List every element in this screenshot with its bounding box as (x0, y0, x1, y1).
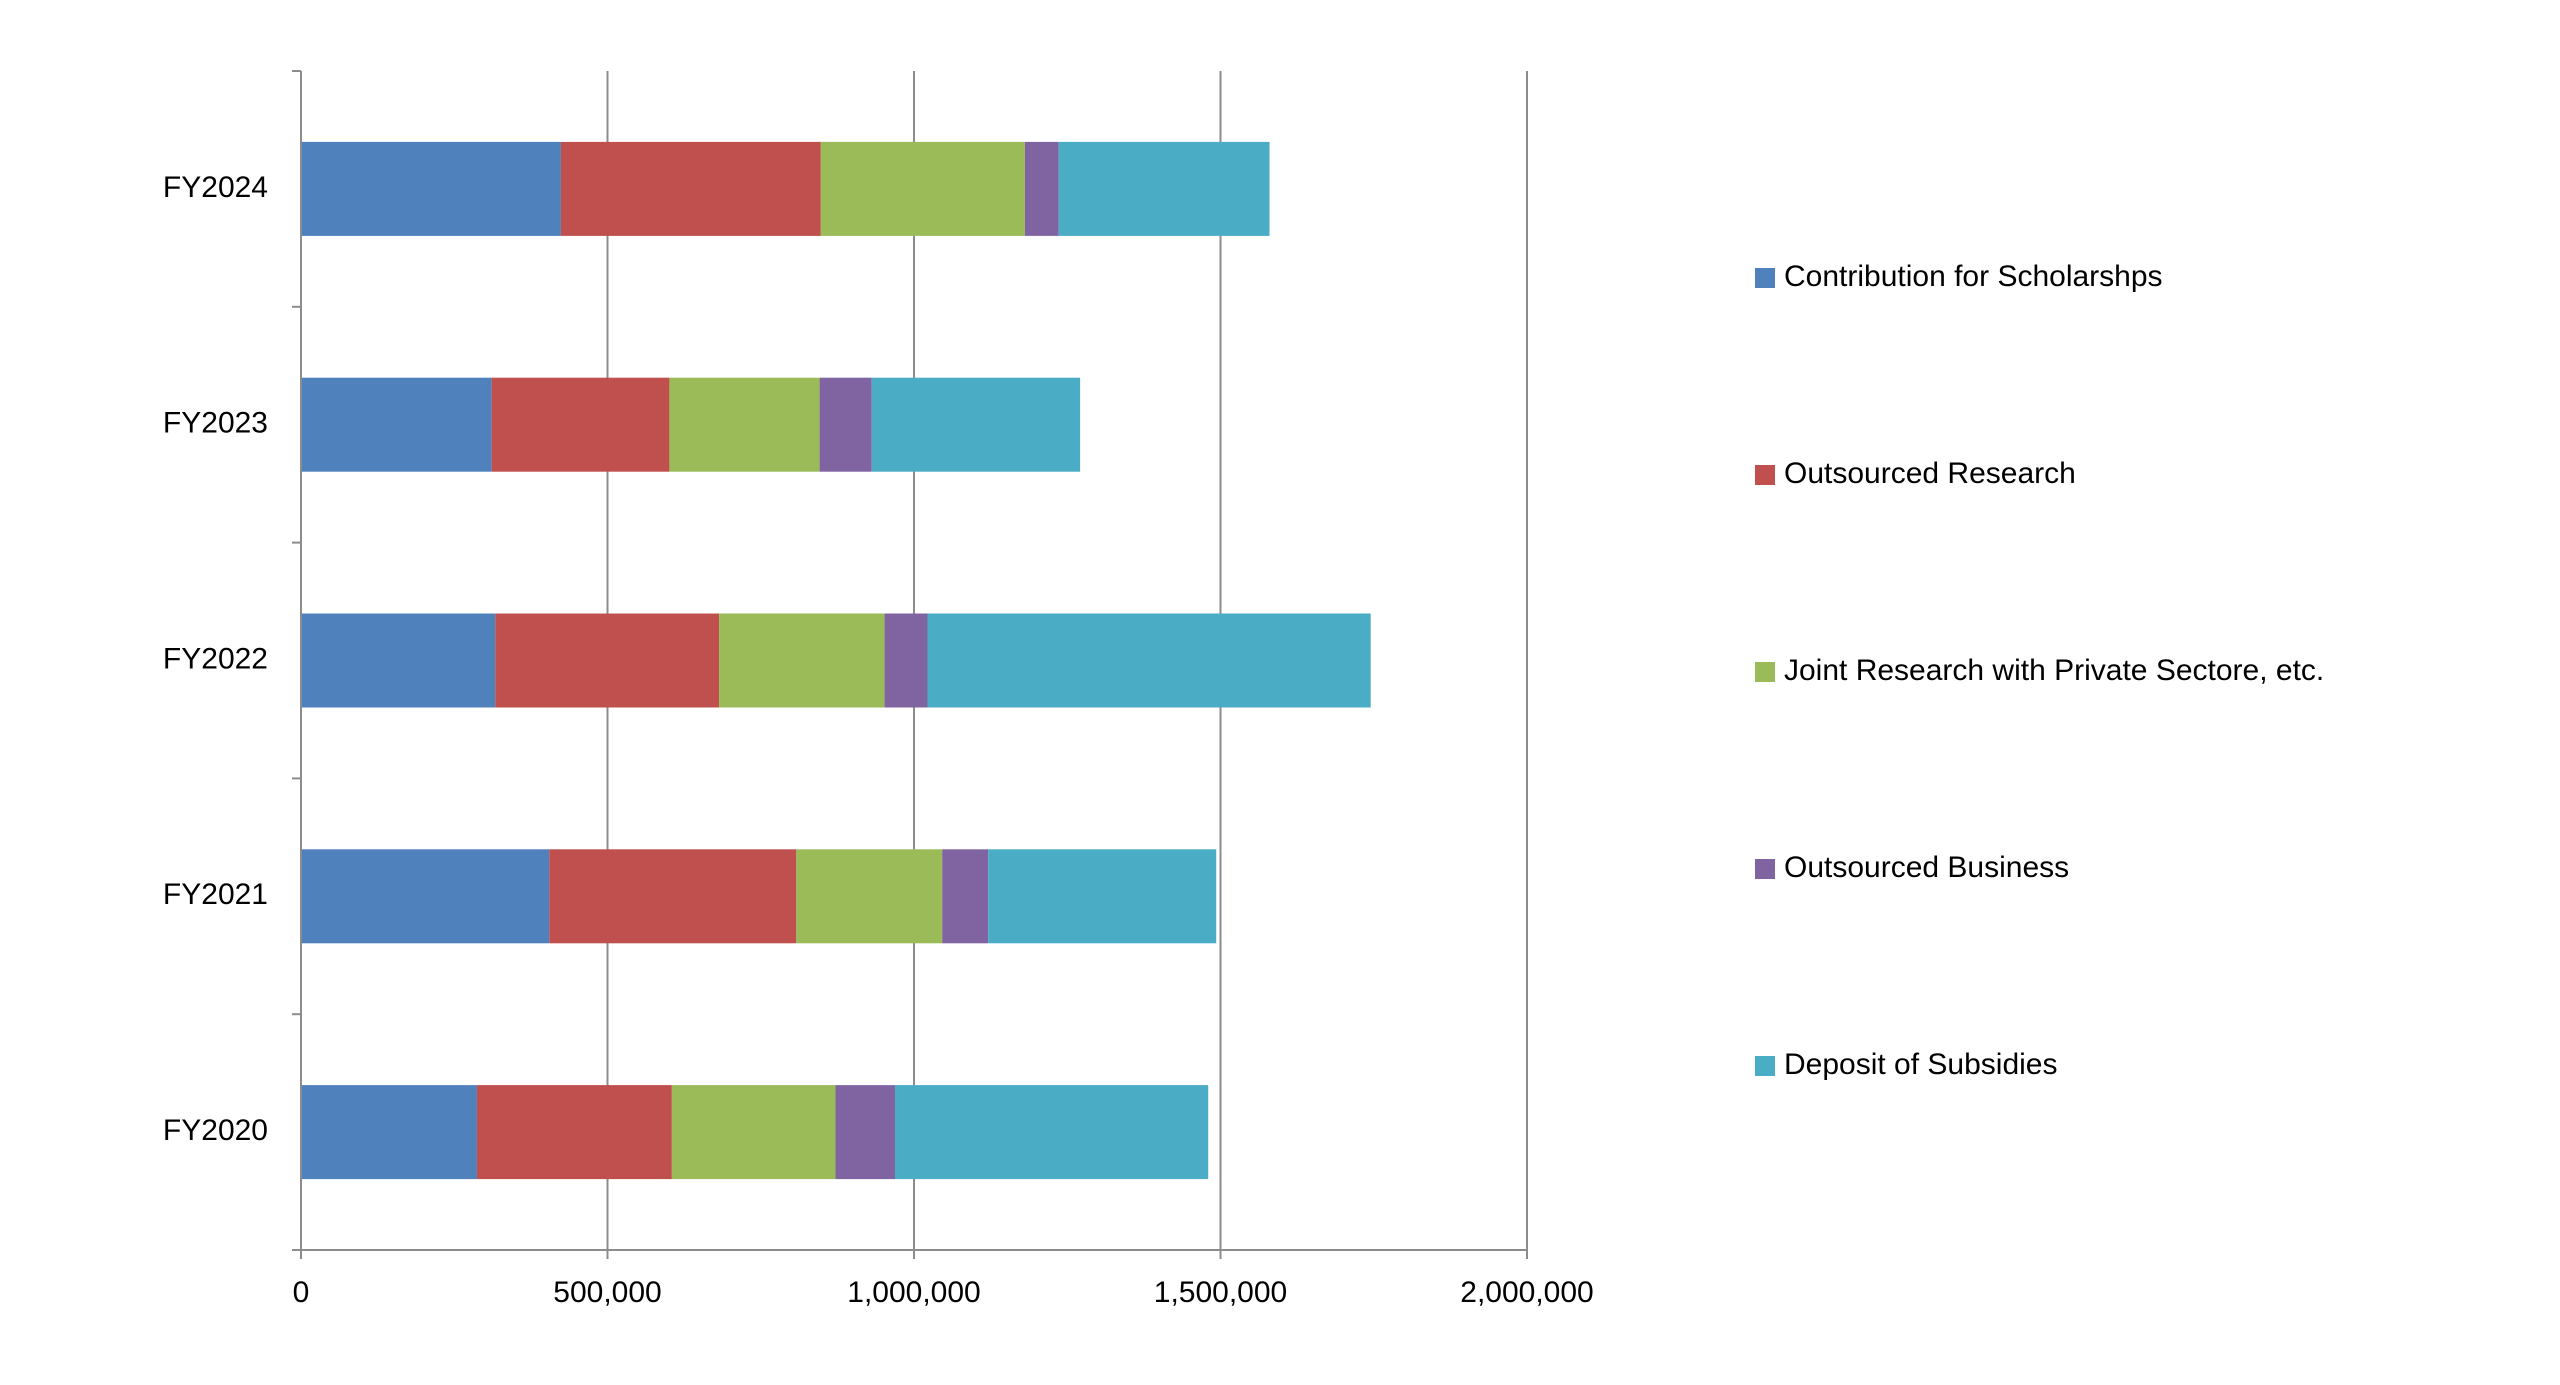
bar-segment (671, 1085, 836, 1180)
bar-segment (835, 1085, 895, 1180)
bar-segment (719, 613, 885, 708)
category-label: FY2021 (163, 878, 268, 911)
x-tick-labels: 0 500,000 1,000,000 1,500,000 2,000,000 (293, 1276, 1594, 1309)
bar-segment (476, 1085, 672, 1180)
category-label: FY2024 (163, 171, 268, 204)
bars (301, 141, 1371, 1180)
bar-segment (927, 613, 1371, 708)
bar-segment (669, 377, 820, 472)
bar-segment (871, 377, 1081, 472)
bar-segment (549, 849, 797, 944)
bar-segment (301, 849, 550, 944)
bar-segment (301, 377, 492, 472)
category-label: FY2020 (163, 1114, 268, 1147)
legend: Contribution for Scholarshps Outsourced R… (1755, 260, 2324, 1081)
x-tick-label: 0 (293, 1276, 310, 1309)
x-tick-label: 500,000 (553, 1276, 661, 1309)
bar-segment (988, 849, 1217, 944)
x-tick-label: 1,000,000 (847, 1276, 980, 1309)
bar-segment (1058, 141, 1270, 236)
legend-label: Outsourced Business (1784, 851, 2069, 884)
category-label: FY2022 (163, 642, 268, 675)
bar-segment (560, 141, 821, 236)
category-label: FY2023 (163, 407, 268, 440)
x-tick-label: 1,500,000 (1154, 1276, 1287, 1309)
bar-segment (819, 377, 872, 472)
x-tick-label: 2,000,000 (1460, 1276, 1593, 1309)
bar-segment (894, 1085, 1209, 1180)
bar-segment (1024, 141, 1059, 236)
bar-segment (301, 1085, 477, 1180)
bar-segment (820, 141, 1025, 236)
bar-segment (301, 141, 561, 236)
legend-swatch (1755, 859, 1775, 879)
category-labels: FY2020 FY2021 FY2022 FY2023 FY2024 (163, 171, 268, 1147)
bar-segment (495, 613, 720, 708)
legend-label: Outsourced Research (1784, 457, 2076, 490)
axes (292, 70, 1528, 1259)
legend-label: Contribution for Scholarshps (1784, 260, 2163, 293)
legend-swatch (1755, 662, 1775, 682)
bar-segment (796, 849, 943, 944)
bar-segment (491, 377, 670, 472)
legend-swatch (1755, 1056, 1775, 1076)
legend-swatch (1755, 465, 1775, 485)
bar-segment (884, 613, 928, 708)
legend-swatch (1755, 268, 1775, 288)
legend-label: Joint Research with Private Sectore, etc… (1784, 654, 2324, 687)
bar-segment (942, 849, 989, 944)
legend-label: Deposit of Subsidies (1784, 1048, 2058, 1081)
bar-segment (301, 613, 496, 708)
